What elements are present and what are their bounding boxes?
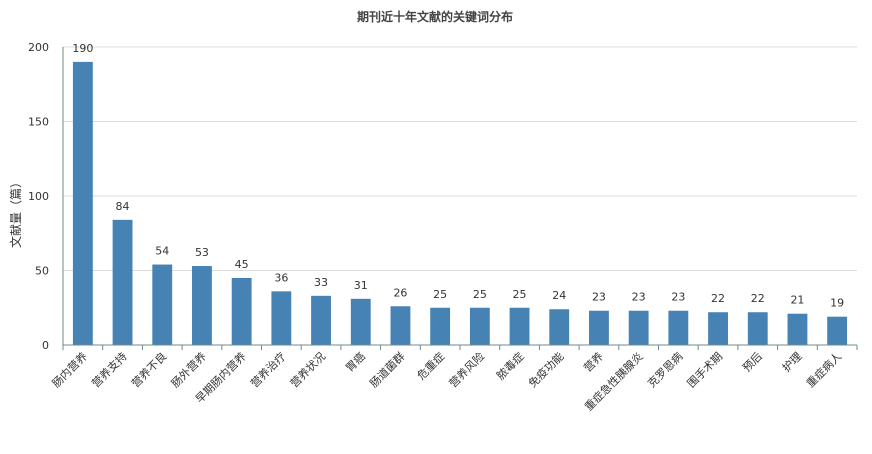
bars bbox=[72, 61, 848, 346]
x-tick-label: 营养状况 bbox=[287, 349, 328, 390]
x-tick-label: 营养风险 bbox=[446, 349, 487, 390]
axes bbox=[62, 47, 858, 350]
data-label: 25 bbox=[433, 288, 447, 301]
x-tick-label: 脓毒症 bbox=[493, 349, 526, 382]
x-tick-label: 肠外营养 bbox=[168, 349, 209, 390]
x-tick-label: 肠道菌群 bbox=[367, 349, 408, 390]
x-tick-label: 营养不良 bbox=[128, 349, 169, 390]
data-label: 25 bbox=[473, 288, 487, 301]
bar[interactable] bbox=[152, 264, 173, 345]
data-label: 19 bbox=[830, 297, 844, 310]
x-tick-label: 免疫功能 bbox=[525, 349, 566, 390]
y-tick-label: 0 bbox=[42, 339, 49, 352]
bar[interactable] bbox=[350, 298, 371, 345]
x-tick-label: 预后 bbox=[740, 350, 765, 375]
data-label: 22 bbox=[711, 292, 725, 305]
data-label: 23 bbox=[671, 291, 685, 304]
x-tick-label: 营养支持 bbox=[89, 349, 130, 390]
bar[interactable] bbox=[271, 291, 292, 345]
bar[interactable] bbox=[628, 310, 649, 345]
x-tick-label: 围手术期 bbox=[684, 349, 725, 390]
bar[interactable] bbox=[231, 277, 252, 345]
data-label: 84 bbox=[116, 200, 130, 213]
bar[interactable] bbox=[469, 307, 490, 345]
y-axis-ticks: 0 50 100 150 200 bbox=[28, 41, 49, 352]
x-tick-label: 胃癌 bbox=[342, 349, 367, 374]
bar[interactable] bbox=[787, 313, 808, 345]
bar[interactable] bbox=[311, 295, 331, 345]
x-tick-label: 克罗恩病 bbox=[644, 349, 685, 390]
bar[interactable] bbox=[112, 219, 133, 345]
bar[interactable] bbox=[509, 307, 530, 345]
bar[interactable] bbox=[708, 312, 728, 345]
data-label: 31 bbox=[354, 279, 368, 292]
x-tick-label: 营养 bbox=[581, 349, 606, 374]
data-label: 24 bbox=[552, 289, 566, 302]
data-label: 36 bbox=[274, 271, 288, 284]
data-label: 190 bbox=[72, 42, 93, 55]
data-label: 33 bbox=[314, 276, 328, 289]
bar[interactable] bbox=[390, 306, 411, 345]
bar[interactable] bbox=[827, 316, 848, 345]
data-label: 26 bbox=[393, 286, 407, 299]
y-tick-label: 200 bbox=[28, 41, 49, 54]
y-tick-label: 150 bbox=[28, 116, 49, 129]
bar[interactable] bbox=[430, 307, 451, 345]
bar[interactable] bbox=[747, 312, 768, 345]
x-tick-label: 营养治疗 bbox=[247, 349, 288, 390]
bar[interactable] bbox=[72, 61, 93, 346]
x-tick-label: 护理 bbox=[779, 349, 804, 374]
y-axis-label: 文献量（篇） bbox=[8, 176, 23, 248]
x-tick-label: 肠内营养 bbox=[49, 349, 90, 390]
data-label: 25 bbox=[513, 288, 527, 301]
x-tick-label: 重症病人 bbox=[803, 349, 844, 390]
bar[interactable] bbox=[589, 310, 609, 345]
bar[interactable] bbox=[668, 310, 689, 345]
x-tick-label: 危重症 bbox=[414, 349, 447, 382]
gridlines bbox=[63, 46, 857, 271]
data-label: 22 bbox=[751, 292, 765, 305]
data-label: 21 bbox=[790, 294, 804, 307]
data-label: 54 bbox=[155, 245, 169, 258]
data-label: 23 bbox=[632, 291, 646, 304]
data-label: 45 bbox=[235, 258, 249, 271]
data-labels: 190 84 54 53 45 36 33 31 26 25 25 25 24 23 23 23 22 22 21 1… bbox=[72, 42, 844, 310]
data-label: 23 bbox=[592, 291, 606, 304]
chart-title: 期刊近十年文献的关键词分布 bbox=[357, 9, 513, 24]
x-axis-ticks: 肠内营养 营养支持 营养不良 肠外营养早期肠内营养 营养治疗 营养状况 胃癌 肠道菌群 危重症营… bbox=[49, 349, 844, 413]
bar[interactable] bbox=[549, 309, 570, 345]
data-label: 53 bbox=[195, 246, 209, 259]
y-tick-label: 100 bbox=[28, 190, 49, 203]
bar[interactable] bbox=[192, 266, 212, 345]
y-tick-label: 50 bbox=[35, 265, 49, 278]
